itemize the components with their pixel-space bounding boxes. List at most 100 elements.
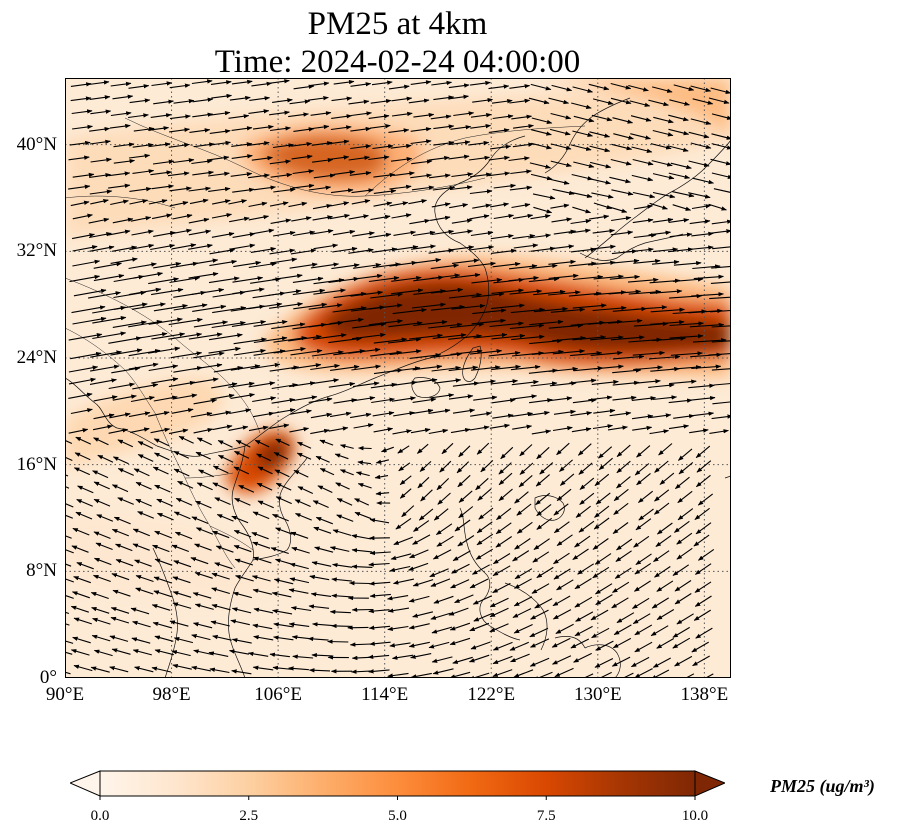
wind-arrow xyxy=(593,408,616,414)
wind-arrow xyxy=(510,169,532,175)
wind-arrow xyxy=(209,110,231,116)
wind-arrow xyxy=(177,480,194,489)
wind-arrow xyxy=(308,185,332,191)
wind-arrow xyxy=(472,203,492,209)
wind-arrow xyxy=(433,508,449,521)
wind-arrow xyxy=(212,482,229,491)
wind-arrow xyxy=(556,488,572,502)
wind-arrow xyxy=(369,518,390,524)
wind-arrow xyxy=(112,456,129,465)
wind-arrow xyxy=(552,349,586,355)
wind-arrow xyxy=(191,79,213,85)
wind-arrow xyxy=(137,441,154,449)
wind-arrow xyxy=(490,144,512,150)
wind-arrow xyxy=(151,288,184,296)
wind-arrow xyxy=(593,202,613,210)
wind-arrow xyxy=(410,139,432,145)
wind-arrow xyxy=(669,99,690,106)
wind-arrow xyxy=(676,532,693,545)
wind-arrow xyxy=(270,547,289,555)
wind-arrow xyxy=(389,201,409,207)
wind-arrow xyxy=(513,243,539,249)
wind-arrow xyxy=(430,114,452,120)
lon-tick-label: 106°E xyxy=(254,684,302,705)
wind-arrow xyxy=(579,477,595,490)
wind-arrow xyxy=(192,170,214,176)
wind-arrow xyxy=(693,534,710,547)
wind-arrow xyxy=(297,486,314,494)
wind-arrow xyxy=(270,172,293,178)
wind-arrow xyxy=(289,381,316,388)
wind-arrow xyxy=(172,213,193,220)
wind-arrow xyxy=(89,378,117,385)
wind-arrow xyxy=(528,233,552,239)
wind-arrow xyxy=(669,321,704,327)
wind-arrow xyxy=(677,508,694,521)
wind-arrow xyxy=(211,232,235,238)
wind-arrow xyxy=(655,535,672,547)
wind-arrow xyxy=(708,352,731,356)
wind-arrow xyxy=(591,379,619,385)
wind-arrow xyxy=(210,393,235,400)
wind-arrow xyxy=(572,86,594,93)
wind-arrow xyxy=(453,111,475,117)
wind-arrow xyxy=(231,515,249,524)
wind-arrow xyxy=(372,262,401,269)
wind-arrow xyxy=(169,228,192,235)
wind-arrow xyxy=(389,349,422,356)
wind-arrow xyxy=(327,639,349,644)
wind-arrow xyxy=(568,228,591,234)
map-panel xyxy=(65,78,731,678)
wind-arrow xyxy=(570,351,603,357)
wind-arrow xyxy=(530,83,552,91)
wind-arrow xyxy=(429,393,455,399)
wind-arrow xyxy=(516,521,533,534)
wind-arrow xyxy=(430,263,460,270)
wind-arrow xyxy=(451,258,480,264)
wind-arrow xyxy=(211,199,231,205)
wind-arrow xyxy=(550,143,572,150)
wind-arrow xyxy=(156,498,173,507)
wind-arrow xyxy=(509,98,531,104)
wind-arrow xyxy=(674,476,690,490)
wind-arrow xyxy=(648,230,672,236)
wind-arrow xyxy=(628,84,649,92)
wind-arrow xyxy=(109,123,131,129)
wind-arrow xyxy=(631,146,653,153)
wind-arrow xyxy=(313,173,336,179)
wind-arrow xyxy=(75,436,92,445)
wind-arrow xyxy=(168,428,189,435)
wind-arrow xyxy=(587,319,623,325)
wind-arrow xyxy=(217,440,233,448)
wind-arrow xyxy=(209,248,236,255)
wind-arrow xyxy=(350,82,372,87)
wind-arrow xyxy=(607,425,628,431)
wind-arrow xyxy=(431,365,462,372)
wind-arrow xyxy=(193,398,218,405)
wind-arrow xyxy=(252,124,274,130)
wind-arrow xyxy=(233,466,250,475)
wind-arrow xyxy=(150,243,176,251)
wind-arrow xyxy=(230,393,255,399)
map-gridlines xyxy=(65,78,731,678)
wind-arrow xyxy=(553,521,570,534)
wind-arrow xyxy=(193,427,214,434)
wind-arrow xyxy=(172,393,198,400)
wind-arrow xyxy=(571,102,592,110)
wind-arrow xyxy=(549,244,575,250)
wind-arrow xyxy=(328,336,362,344)
wind-arrow xyxy=(710,87,731,95)
wind-arrow xyxy=(151,81,173,87)
wind-arrow xyxy=(393,536,413,546)
wind-arrow xyxy=(458,490,473,503)
wind-arrow xyxy=(111,528,130,537)
wind-arrow xyxy=(652,173,675,180)
lat-tick-label: 8°N xyxy=(26,560,57,582)
wind-arrow xyxy=(468,140,490,146)
wind-arrow xyxy=(131,302,166,310)
wind-arrow xyxy=(691,231,714,237)
wind-arrow xyxy=(593,517,610,530)
wind-arrow xyxy=(93,395,118,402)
wind-arrow xyxy=(710,158,731,166)
wind-arrow xyxy=(437,492,451,505)
